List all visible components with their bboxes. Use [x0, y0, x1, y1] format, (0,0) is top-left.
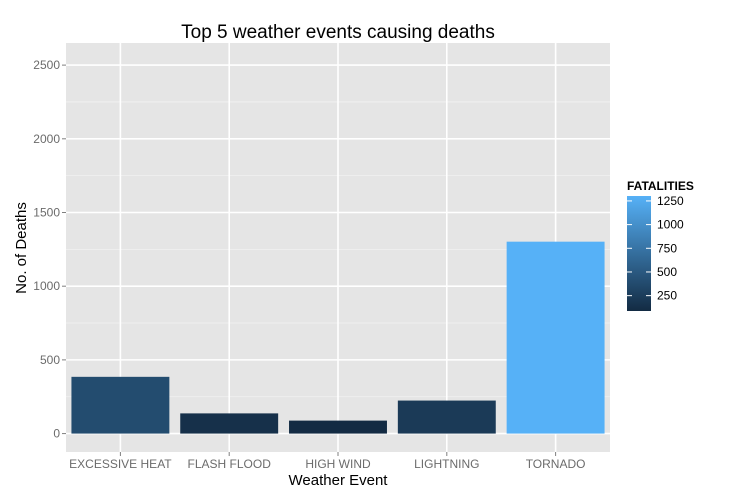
x-axis: EXCESSIVE HEAT FLASH FLOOD HIGH WIND LIGHTN… — [69, 452, 585, 471]
legend-ticks: 250 500 750 1000 1250 — [627, 194, 684, 303]
legend-tick-label: 1000 — [657, 218, 684, 232]
grid-lines — [66, 43, 610, 452]
y-tick-label: 1000 — [33, 279, 60, 293]
y-axis: 0 500 1000 1500 2000 2500 — [33, 58, 66, 441]
legend-title: FATALITIES — [627, 179, 694, 193]
bar-tornado — [506, 241, 605, 434]
y-tick-label: 2000 — [33, 132, 60, 146]
bars — [71, 241, 605, 434]
bar-excessive-heat — [71, 376, 170, 434]
x-tick-label: HIGH WIND — [305, 457, 371, 471]
y-tick-label: 0 — [53, 427, 60, 441]
chart-title: Top 5 weather events causing deaths — [181, 22, 495, 43]
bar-high-wind — [289, 420, 387, 434]
y-tick-label: 500 — [40, 353, 60, 367]
bar-lightning — [397, 400, 496, 434]
legend-tick-label: 1250 — [657, 194, 684, 208]
x-tick-label: TORNADO — [526, 457, 586, 471]
legend-tick-label: 250 — [657, 289, 677, 303]
x-axis-title: Weather Event — [289, 472, 389, 489]
bar-flash-flood — [180, 413, 279, 434]
legend: FATALITIES 250 500 750 1000 1250 — [627, 179, 694, 311]
legend-tick-label: 750 — [657, 241, 677, 255]
y-tick-label: 2500 — [33, 58, 60, 72]
x-tick-label: EXCESSIVE HEAT — [69, 457, 172, 471]
y-tick-label: 1500 — [33, 205, 60, 219]
legend-tick-label: 500 — [657, 265, 677, 279]
legend-colorbar — [627, 196, 651, 311]
x-tick-label: LIGHTNING — [414, 457, 479, 471]
y-axis-title: No. of Deaths — [13, 202, 30, 294]
x-tick-label: FLASH FLOOD — [188, 457, 272, 471]
